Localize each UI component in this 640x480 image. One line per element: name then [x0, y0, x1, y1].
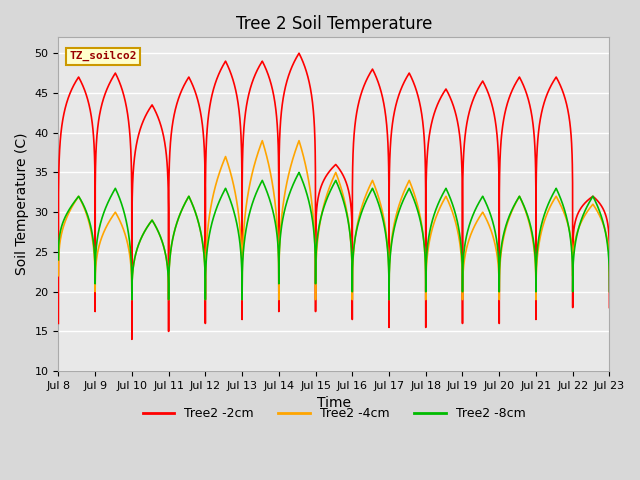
Tree2 -4cm [575, 226, 582, 232]
Tree2 -8cm [128, 297, 136, 302]
Tree2 -8cm [197, 229, 205, 235]
Tree2 -4cm [605, 273, 613, 278]
Tree2 -2cm [245, 91, 253, 97]
Tree2 -8cm [605, 289, 613, 295]
Tree2 -8cm [225, 193, 232, 199]
Tree2 -2cm [605, 305, 613, 311]
Tree2 -8cm [54, 257, 62, 263]
Tree2 -8cm [245, 213, 253, 219]
Tree2 -4cm [197, 229, 205, 235]
Title: Tree 2 Soil Temperature: Tree 2 Soil Temperature [236, 15, 432, 33]
Tree2 -4cm [386, 262, 394, 268]
Legend: Tree2 -2cm, Tree2 -4cm, Tree2 -8cm: Tree2 -2cm, Tree2 -4cm, Tree2 -8cm [138, 402, 531, 425]
Tree2 -2cm [386, 165, 394, 170]
Tree2 -4cm [128, 297, 136, 302]
Tree2 -4cm [476, 215, 483, 220]
Text: TZ_soilco2: TZ_soilco2 [69, 51, 137, 61]
Line: Tree2 -2cm: Tree2 -2cm [58, 53, 609, 339]
Line: Tree2 -4cm: Tree2 -4cm [58, 141, 609, 300]
Tree2 -4cm [259, 138, 266, 144]
Tree2 -8cm [575, 227, 582, 232]
Tree2 -4cm [245, 187, 253, 192]
Tree2 -2cm [295, 50, 303, 56]
Tree2 -2cm [575, 210, 582, 216]
Tree2 -8cm [386, 264, 394, 270]
Tree2 -8cm [476, 199, 483, 205]
Tree2 -4cm [225, 163, 232, 169]
Tree2 -2cm [197, 110, 205, 116]
Tree2 -2cm [54, 321, 62, 326]
Tree2 -2cm [476, 84, 483, 90]
Line: Tree2 -8cm: Tree2 -8cm [58, 172, 609, 300]
Tree2 -4cm [54, 273, 62, 278]
Tree2 -2cm [225, 65, 232, 71]
Y-axis label: Soil Temperature (C): Soil Temperature (C) [15, 133, 29, 276]
Tree2 -2cm [128, 336, 136, 342]
X-axis label: Time: Time [317, 396, 351, 410]
Tree2 -8cm [295, 169, 303, 175]
